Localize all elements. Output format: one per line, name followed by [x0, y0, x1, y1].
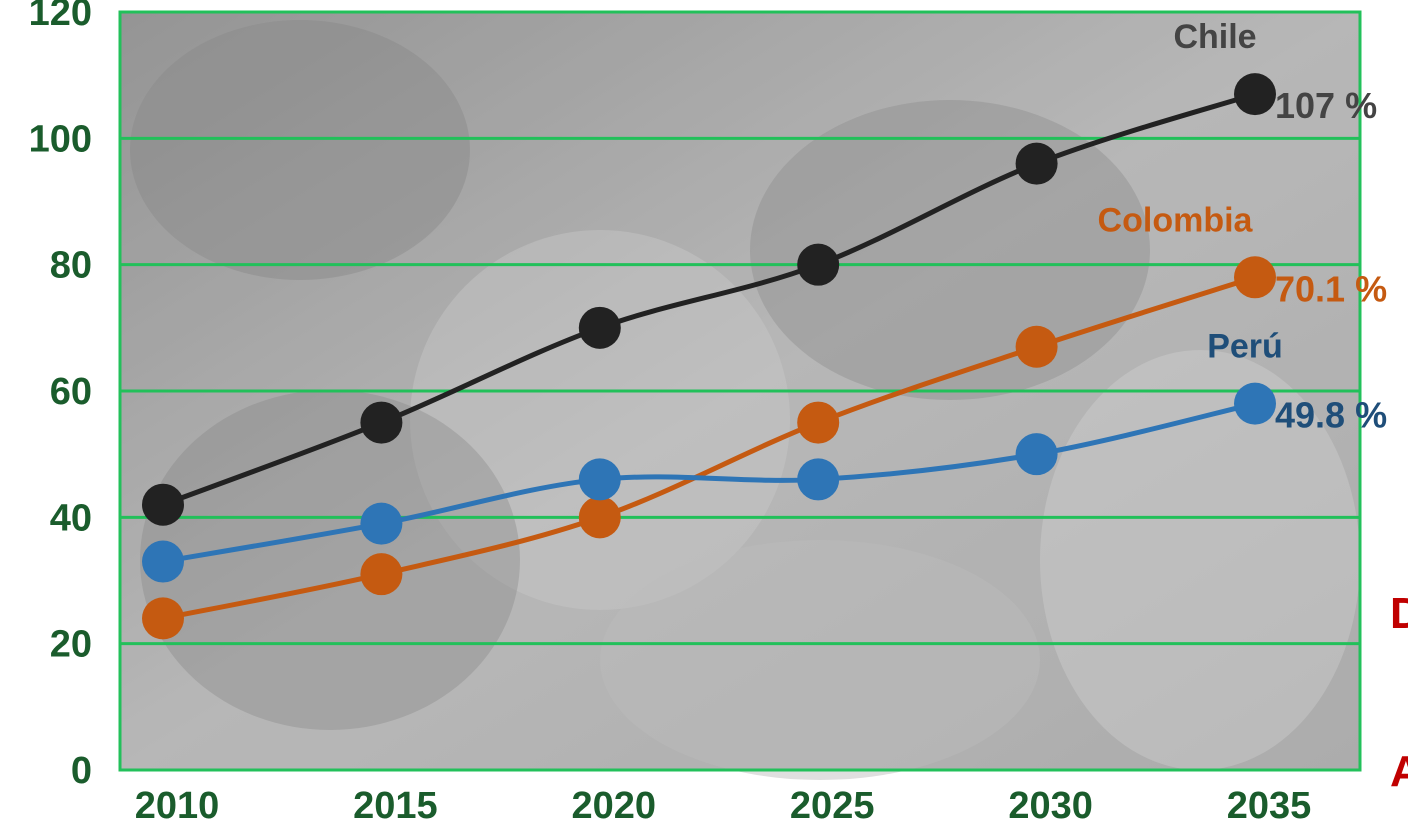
series-colombia: Colombia 70.1 %	[142, 201, 1387, 640]
data-point-per-	[1234, 382, 1276, 425]
data-point-colombia	[797, 401, 840, 444]
y-tick-label: 40	[50, 497, 92, 539]
cut-off-letter: D	[1390, 589, 1408, 638]
end-value-label-chile: 107 %	[1275, 85, 1377, 126]
cut-off-text: DA	[1390, 589, 1408, 796]
y-tick-label: 60	[50, 371, 92, 413]
series-per-: Perú 49.8 %	[142, 328, 1387, 583]
data-point-chile	[360, 401, 403, 444]
x-tick-label: 2030	[1008, 785, 1093, 827]
x-axis: 2010 2015 2020 2025 2030 2035	[135, 785, 1312, 827]
y-tick-label: 80	[50, 245, 92, 287]
end-value-label-colombia: 70.1 %	[1275, 268, 1387, 309]
x-tick-label: 2010	[135, 785, 220, 827]
data-point-per-	[797, 458, 840, 501]
data-point-chile	[1234, 73, 1276, 116]
data-point-chile	[578, 306, 621, 349]
background-photo	[120, 12, 1360, 780]
gridlines	[120, 136, 1360, 646]
x-tick-label: 2035	[1227, 785, 1312, 827]
data-point-colombia	[1015, 325, 1058, 368]
data-point-colombia	[360, 553, 403, 596]
x-tick-label: 2015	[353, 785, 438, 827]
series-name-chile: Chile	[1173, 18, 1256, 56]
series: Chile 107 % Colombia 70.1 % Perú 49.8 %	[142, 18, 1387, 640]
series-line-per-	[160, 401, 1258, 565]
series-chile: Chile 107 %	[142, 18, 1377, 526]
x-tick-label: 2020	[572, 785, 657, 827]
y-tick-label: 100	[29, 118, 92, 160]
data-point-per-	[1015, 433, 1058, 476]
data-point-chile	[142, 483, 184, 526]
data-point-chile	[797, 243, 840, 286]
y-tick-label: 20	[50, 624, 92, 666]
data-point-per-	[360, 502, 403, 545]
y-tick-label: 0	[71, 750, 92, 792]
data-point-colombia	[142, 597, 184, 640]
end-value-label-per-: 49.8 %	[1275, 395, 1387, 436]
data-point-colombia	[1234, 256, 1276, 299]
y-tick-label: 120	[29, 0, 92, 34]
data-point-per-	[578, 458, 621, 501]
series-line-chile	[160, 91, 1258, 508]
series-name-colombia: Colombia	[1098, 201, 1254, 239]
data-point-colombia	[578, 496, 621, 539]
cut-off-letter: A	[1390, 747, 1408, 796]
y-axis: 0 20 40 60 80 100 120	[29, 0, 92, 792]
plot-frame	[118, 10, 1362, 772]
x-tick-label: 2025	[790, 785, 875, 827]
series-name-per-: Perú	[1207, 328, 1283, 366]
data-point-chile	[1015, 142, 1058, 185]
data-point-per-	[142, 540, 184, 583]
